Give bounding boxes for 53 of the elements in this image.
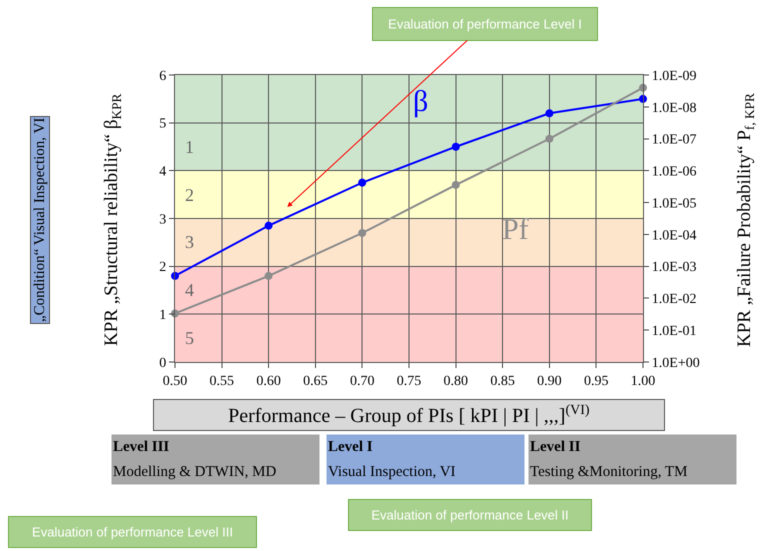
x-tick-label: 0.90 [537,374,562,389]
x-tick-label: 1.00 [630,374,656,389]
annotation: 4 [185,280,194,300]
text: Visual Inspection, VI [328,464,456,480]
point [264,272,273,280]
text: Level I [328,439,373,455]
point [545,109,554,118]
y-tick-label: 4 [159,164,166,180]
text: Modelling & DTWIN, MD [113,464,276,480]
y2-tick-label: 1.0E-05 [652,196,697,212]
y2-tick-label: 1.0E-01 [652,324,697,340]
text: Testing &Monitoring, TM [530,464,688,480]
x-tick-label: 0.80 [444,374,468,389]
x-tick-label: 0.75 [396,374,422,389]
annotation: 5 [185,328,194,348]
y-tick-label: 1 [159,308,166,324]
annotation: 3 [185,232,194,252]
text: Evaluation of performance Level III [32,524,233,540]
y2-tick-label: 1.0E-07 [652,132,697,148]
text: Evaluation of performance Level II [371,508,569,522]
point [545,134,554,143]
point [452,180,460,189]
x-tick-label: 0.55 [210,374,234,389]
text: Level III [113,439,170,455]
text: „Condition“ Visual Inspection, VI [32,118,48,322]
point [358,178,366,187]
y-tick-label: 5 [159,116,166,132]
x-tick-label: 0.50 [162,374,188,389]
y-tick-label: 3 [159,212,166,228]
y-tick-label: 6 [159,68,166,84]
x-tick-label: 0.85 [490,374,515,389]
point [452,142,460,151]
point [358,228,366,237]
annotation: 1 [185,137,194,157]
x-tick-label: 0.70 [350,374,374,389]
x-axis-title: Performance – Group of PIs [ kPI | PI | ,,,]$^{(VI)}$ [228,402,590,428]
y2-tick-label: 1.0E-02 [652,292,697,308]
y2-tick-label: 1.0E-06 [652,164,697,180]
x-tick-label: 0.60 [256,374,281,389]
y2-tick-label: 1.0E-09 [652,68,697,84]
y-tick-label: 0 [159,356,166,371]
annotation: 2 [185,185,194,205]
x-tick-label: 0.65 [303,374,328,389]
y2-tick-label: 1.0E-04 [652,228,697,244]
y-tick-label: 2 [159,260,166,276]
y2-tick-label: 1.0E-08 [652,100,697,116]
text: Level II [530,439,581,455]
series-label: β [413,85,428,118]
x-tick-label: 0.95 [584,374,608,389]
y2-tick-label: 1.0E-03 [652,260,697,276]
y2-tick-label: 1.0E+00 [652,356,700,371]
point [264,222,273,230]
text: Evaluation of performance Level I [388,16,582,32]
